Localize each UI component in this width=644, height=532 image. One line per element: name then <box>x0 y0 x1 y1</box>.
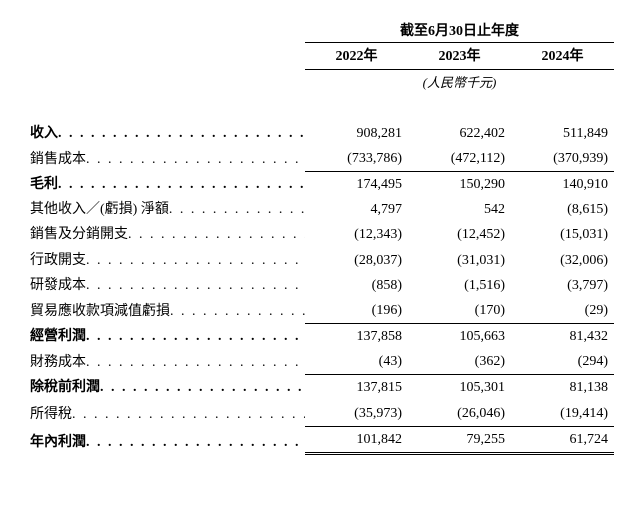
row-label-text: 年內利潤 <box>30 430 86 455</box>
row-label-text: 銷售成本 <box>30 147 86 172</box>
leader-dots: . . . . . . . . . . . . . . . . . . . . … <box>86 273 305 298</box>
cell-y2024: (370,939) <box>511 146 614 172</box>
row-label: 年內利潤 . . . . . . . . . . . . . . . . . .… <box>30 430 305 455</box>
row-label-text: 貿易應收款項減值虧損 <box>30 299 170 324</box>
table-row: 貿易應收款項減值虧損 . . . . . . . . . . . . . . .… <box>30 298 614 324</box>
cell-y2024: (32,006) <box>511 248 614 273</box>
table-row: 經營利潤 . . . . . . . . . . . . . . . . . .… <box>30 324 614 349</box>
cell-y2024: (15,031) <box>511 222 614 247</box>
leader-dots: . . . . . . . . . . . . . . . . . . . . … <box>86 324 305 349</box>
cell-y2022: (196) <box>305 298 408 324</box>
leader-dots: . . . . . . . . . . . . . . . . . . . . … <box>100 375 305 400</box>
row-label: 除稅前利潤 . . . . . . . . . . . . . . . . . … <box>30 375 305 400</box>
row-label-text: 經營利潤 <box>30 324 86 349</box>
cell-y2024: 81,432 <box>511 324 614 349</box>
cell-y2023: 79,255 <box>408 427 511 455</box>
cell-y2022: (733,786) <box>305 146 408 172</box>
row-label: 財務成本 . . . . . . . . . . . . . . . . . .… <box>30 350 305 375</box>
cell-y2024: 511,849 <box>511 121 614 146</box>
leader-dots: . . . . . . . . . . . . . . . . . . . . … <box>128 222 305 247</box>
table-row: 年內利潤 . . . . . . . . . . . . . . . . . .… <box>30 427 614 455</box>
leader-dots: . . . . . . . . . . . . . . . . . . . . … <box>169 197 305 222</box>
leader-dots: . . . . . . . . . . . . . . . . . . . . … <box>170 299 305 324</box>
cell-y2022: 908,281 <box>305 121 408 146</box>
cell-y2024: (294) <box>511 349 614 375</box>
cell-y2023: 622,402 <box>408 121 511 146</box>
row-label: 其他收入／(虧損) 淨額 . . . . . . . . . . . . . .… <box>30 197 305 222</box>
row-label: 貿易應收款項減值虧損 . . . . . . . . . . . . . . .… <box>30 299 305 324</box>
cell-y2023: 105,663 <box>408 324 511 349</box>
cell-y2023: (12,452) <box>408 222 511 247</box>
table-row: 其他收入／(虧損) 淨額 . . . . . . . . . . . . . .… <box>30 197 614 222</box>
cell-y2023: 150,290 <box>408 172 511 197</box>
year-col-2024: 2024年 <box>511 47 614 70</box>
leader-dots: . . . . . . . . . . . . . . . . . . . . … <box>86 147 305 172</box>
cell-y2022: 101,842 <box>305 427 408 455</box>
cell-y2023: 105,301 <box>408 375 511 400</box>
table-row: 銷售成本 . . . . . . . . . . . . . . . . . .… <box>30 146 614 172</box>
row-label-text: 所得稅 <box>30 402 72 427</box>
leader-dots: . . . . . . . . . . . . . . . . . . . . … <box>86 350 305 375</box>
table-row: 行政開支 . . . . . . . . . . . . . . . . . .… <box>30 248 614 273</box>
period-header: 截至6月30日止年度 <box>305 20 614 43</box>
cell-y2022: 137,815 <box>305 375 408 400</box>
row-label-text: 除稅前利潤 <box>30 375 100 400</box>
table-row: 財務成本 . . . . . . . . . . . . . . . . . .… <box>30 349 614 375</box>
cell-y2022: (35,973) <box>305 401 408 427</box>
cell-y2024: 81,138 <box>511 375 614 400</box>
row-label-text: 財務成本 <box>30 350 86 375</box>
row-label: 銷售及分銷開支 . . . . . . . . . . . . . . . . … <box>30 222 305 247</box>
cell-y2022: (28,037) <box>305 248 408 273</box>
leader-dots: . . . . . . . . . . . . . . . . . . . . … <box>72 402 305 427</box>
table-row: 所得稅 . . . . . . . . . . . . . . . . . . … <box>30 401 614 427</box>
cell-y2024: (3,797) <box>511 273 614 298</box>
table-row: 收入 . . . . . . . . . . . . . . . . . . .… <box>30 121 614 146</box>
leader-dots: . . . . . . . . . . . . . . . . . . . . … <box>86 248 305 273</box>
row-label: 銷售成本 . . . . . . . . . . . . . . . . . .… <box>30 147 305 172</box>
leader-dots: . . . . . . . . . . . . . . . . . . . . … <box>86 430 305 455</box>
table-row: 銷售及分銷開支 . . . . . . . . . . . . . . . . … <box>30 222 614 247</box>
cell-y2024: (19,414) <box>511 401 614 427</box>
rows-container: 收入 . . . . . . . . . . . . . . . . . . .… <box>30 121 614 455</box>
row-label: 所得稅 . . . . . . . . . . . . . . . . . . … <box>30 402 305 427</box>
cell-y2024: (29) <box>511 298 614 324</box>
cell-y2024: 61,724 <box>511 427 614 455</box>
row-label-text: 其他收入／(虧損) 淨額 <box>30 197 169 222</box>
cell-y2022: 137,858 <box>305 324 408 349</box>
cell-y2023: 542 <box>408 197 511 222</box>
year-col-2023: 2023年 <box>408 47 511 70</box>
year-col-2022: 2022年 <box>305 47 408 70</box>
cell-y2022: (12,343) <box>305 222 408 247</box>
table-row: 毛利 . . . . . . . . . . . . . . . . . . .… <box>30 172 614 197</box>
cell-y2023: (472,112) <box>408 146 511 172</box>
cell-y2022: (43) <box>305 349 408 375</box>
row-label: 行政開支 . . . . . . . . . . . . . . . . . .… <box>30 248 305 273</box>
row-label: 毛利 . . . . . . . . . . . . . . . . . . .… <box>30 172 305 197</box>
row-label-text: 收入 <box>30 121 58 146</box>
cell-y2023: (362) <box>408 349 511 375</box>
table-row: 研發成本 . . . . . . . . . . . . . . . . . .… <box>30 273 614 298</box>
table-row: 除稅前利潤 . . . . . . . . . . . . . . . . . … <box>30 375 614 400</box>
currency-unit: (人民幣千元) <box>305 70 614 91</box>
row-label-text: 研發成本 <box>30 273 86 298</box>
cell-y2022: 4,797 <box>305 197 408 222</box>
cell-y2024: (8,615) <box>511 197 614 222</box>
cell-y2024: 140,910 <box>511 172 614 197</box>
cell-y2023: (1,516) <box>408 273 511 298</box>
row-label: 收入 . . . . . . . . . . . . . . . . . . .… <box>30 121 305 146</box>
cell-y2023: (26,046) <box>408 401 511 427</box>
year-header-row: 2022年 2023年 2024年 <box>30 47 614 70</box>
row-label-text: 行政開支 <box>30 248 86 273</box>
cell-y2022: 174,495 <box>305 172 408 197</box>
financial-table: 截至6月30日止年度 2022年 2023年 2024年 (人民幣千元) 收入 … <box>30 20 614 455</box>
cell-y2022: (858) <box>305 273 408 298</box>
row-label-text: 毛利 <box>30 172 58 197</box>
leader-dots: . . . . . . . . . . . . . . . . . . . . … <box>58 172 305 197</box>
row-label-text: 銷售及分銷開支 <box>30 222 128 247</box>
leader-dots: . . . . . . . . . . . . . . . . . . . . … <box>58 121 305 146</box>
row-label: 研發成本 . . . . . . . . . . . . . . . . . .… <box>30 273 305 298</box>
row-label: 經營利潤 . . . . . . . . . . . . . . . . . .… <box>30 324 305 349</box>
cell-y2023: (170) <box>408 298 511 324</box>
cell-y2023: (31,031) <box>408 248 511 273</box>
